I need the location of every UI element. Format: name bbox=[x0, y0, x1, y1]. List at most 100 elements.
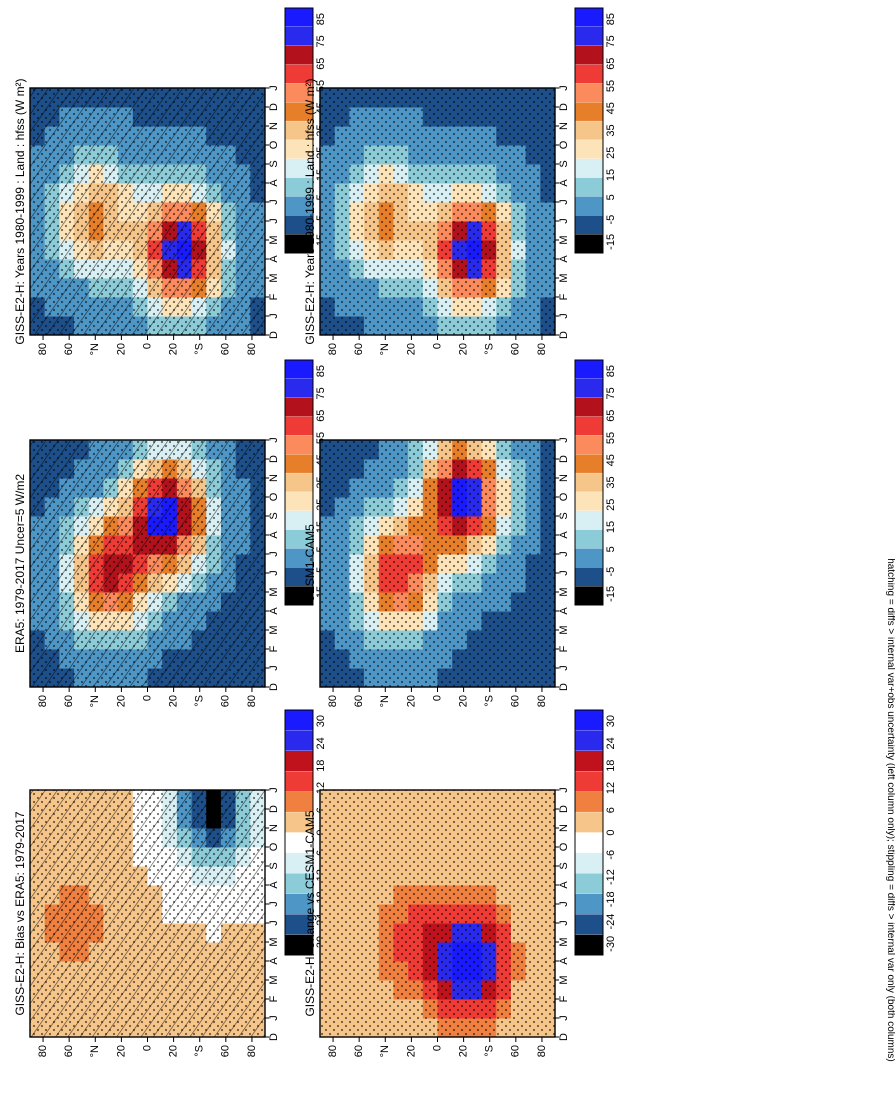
colorbar-swatch bbox=[574, 102, 604, 122]
colorbar-swatch bbox=[574, 529, 604, 550]
month-tick-label: N bbox=[558, 824, 570, 832]
stippling bbox=[320, 790, 555, 1037]
month-tick-label: D bbox=[558, 103, 570, 111]
panel-title: GISS-E2-H: Change vs CESM1-CAM5 bbox=[303, 810, 317, 1016]
lat-tick-label: 80 bbox=[246, 1045, 258, 1057]
lat-tick-label: 0 bbox=[431, 695, 443, 701]
panel-title: ERA5: 1979-2017 Uncer=5 W/m2 bbox=[13, 474, 27, 653]
month-tick-label: J bbox=[268, 570, 280, 576]
lat-tick-label: °N bbox=[379, 343, 391, 355]
colorbar-label: 24 bbox=[315, 737, 327, 749]
month-tick-label: M bbox=[268, 273, 280, 282]
lat-tick-label: 0 bbox=[141, 695, 153, 701]
month-tick-label: F bbox=[558, 645, 570, 652]
lat-tick-label: 0 bbox=[141, 1045, 153, 1051]
colorbar-swatch bbox=[284, 750, 314, 772]
month-tick-label: M bbox=[558, 273, 570, 282]
colorbar-swatch bbox=[574, 548, 604, 568]
month-tick-label: A bbox=[558, 531, 570, 539]
panel-title: GISS-E2-H: Years 1980-1999 : Land : hfss… bbox=[13, 78, 27, 344]
month-tick-label: N bbox=[558, 122, 570, 130]
month-tick-label: M bbox=[558, 625, 570, 634]
month-tick-label: M bbox=[558, 587, 570, 596]
figure-footnote: hatching = diffs > internal var+obs unce… bbox=[885, 558, 895, 1062]
month-tick-label: D bbox=[268, 805, 280, 813]
colorbar-swatch bbox=[284, 45, 314, 66]
month-tick-label: J bbox=[268, 218, 280, 224]
lat-tick-label: 80 bbox=[37, 1045, 49, 1057]
colorbar-swatch bbox=[574, 832, 604, 854]
colorbar-swatch bbox=[574, 139, 604, 160]
month-tick-label: D bbox=[558, 805, 570, 813]
colorbar-label: 6 bbox=[605, 807, 617, 813]
lat-tick-label: 80 bbox=[327, 343, 339, 355]
month-tick-label: M bbox=[558, 235, 570, 244]
colorbar-swatch bbox=[284, 472, 314, 493]
month-tick-label: J bbox=[558, 199, 570, 205]
panel-6: 80 60 °N 20 0 20 °S 60 80DJFMAMJJASONDJGISS-E2-H… bbox=[303, 709, 617, 1057]
month-tick-label: J bbox=[558, 437, 570, 443]
colorbar-swatch bbox=[574, 378, 604, 399]
colorbar-label: 5 bbox=[605, 194, 617, 200]
colorbar-swatch bbox=[574, 730, 604, 752]
month-tick-label: J bbox=[558, 551, 570, 557]
lat-tick-label: °S bbox=[194, 1045, 206, 1057]
lat-tick-label: 0 bbox=[431, 343, 443, 349]
colorbar-swatch bbox=[284, 454, 314, 474]
colorbar-frame bbox=[574, 359, 604, 606]
month-tick-label: F bbox=[268, 293, 280, 300]
month-tick-label: J bbox=[558, 787, 570, 793]
colorbar-label: 25 bbox=[605, 147, 617, 159]
colorbar-swatch bbox=[574, 567, 604, 587]
colorbar-label: 65 bbox=[315, 410, 327, 422]
month-tick-label: D bbox=[558, 683, 570, 691]
colorbar-label: 65 bbox=[605, 58, 617, 70]
lat-tick-label: 20 bbox=[405, 343, 417, 355]
month-tick-label: S bbox=[558, 862, 570, 869]
lat-tick-label: 80 bbox=[327, 695, 339, 707]
stippling bbox=[320, 88, 555, 335]
month-tick-label: J bbox=[268, 199, 280, 205]
month-tick-label: J bbox=[558, 570, 570, 576]
month-tick-label: O bbox=[268, 140, 280, 149]
lat-tick-label: 60 bbox=[353, 695, 365, 707]
lat-tick-label: °S bbox=[194, 343, 206, 355]
lat-tick-label: 20 bbox=[168, 1045, 180, 1057]
colorbar-swatch bbox=[574, 45, 604, 66]
lat-tick-label: 60 bbox=[510, 343, 522, 355]
month-tick-label: J bbox=[268, 85, 280, 91]
colorbar-label: 5 bbox=[605, 546, 617, 552]
colorbar-label: -24 bbox=[605, 914, 617, 930]
colorbar-swatch bbox=[574, 64, 604, 85]
hatching bbox=[30, 88, 265, 335]
month-tick-label: O bbox=[558, 140, 570, 149]
lat-tick-label: 80 bbox=[536, 343, 548, 355]
colorbar-swatch bbox=[284, 359, 314, 380]
lat-tick-label: 20 bbox=[458, 695, 470, 707]
month-tick-label: M bbox=[268, 937, 280, 946]
lat-tick-label: °N bbox=[89, 1045, 101, 1057]
month-tick-label: D bbox=[268, 1033, 280, 1041]
month-tick-label: D bbox=[268, 683, 280, 691]
colorbar-frame bbox=[574, 7, 604, 254]
colorbar-swatch bbox=[574, 893, 604, 915]
month-tick-label: S bbox=[268, 862, 280, 869]
lat-tick-label: 20 bbox=[458, 343, 470, 355]
month-tick-label: A bbox=[558, 179, 570, 187]
colorbar-swatch bbox=[574, 472, 604, 493]
colorbar-swatch bbox=[574, 359, 604, 380]
lat-tick-label: °S bbox=[484, 1045, 496, 1057]
colorbar-label: -15 bbox=[605, 234, 617, 250]
month-tick-label: A bbox=[268, 531, 280, 539]
month-tick-label: A bbox=[268, 957, 280, 965]
colorbar-label: -30 bbox=[605, 936, 617, 952]
colorbar-swatch bbox=[574, 26, 604, 47]
colorbar-label: 65 bbox=[605, 410, 617, 422]
month-tick-label: J bbox=[558, 1015, 570, 1021]
lat-tick-label: 60 bbox=[353, 343, 365, 355]
lat-tick-label: 60 bbox=[353, 1045, 365, 1057]
month-tick-label: J bbox=[558, 920, 570, 926]
colorbar-label: 35 bbox=[605, 124, 617, 136]
field bbox=[30, 88, 265, 335]
month-tick-label: S bbox=[268, 512, 280, 519]
